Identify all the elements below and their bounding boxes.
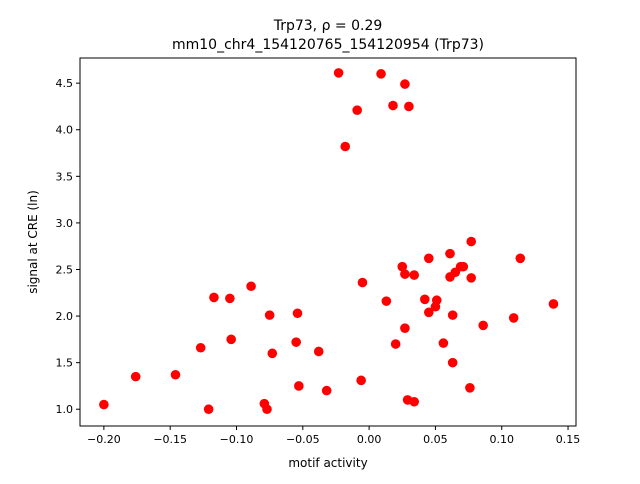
x-tick-label: 0.05 (423, 433, 448, 446)
x-tick-label: −0.20 (87, 433, 121, 446)
data-point (195, 342, 206, 353)
y-tick-label: 1.0 (56, 403, 74, 416)
data-point (430, 301, 441, 312)
data-point (340, 141, 351, 152)
data-point (438, 338, 449, 348)
data-point (170, 369, 181, 380)
data-point (400, 323, 410, 333)
y-tick-label: 2.0 (56, 310, 74, 323)
data-point (356, 375, 366, 386)
chart-title-line2: mm10_chr4_154120765_154120954 (Trp73) (172, 37, 484, 53)
data-point (445, 248, 455, 259)
data-point (203, 404, 214, 415)
data-point (292, 308, 303, 319)
data-point (267, 348, 278, 359)
data-point (352, 105, 362, 115)
y-tick-label: 4.0 (56, 124, 74, 137)
data-point (466, 236, 477, 247)
data-point (388, 100, 398, 111)
x-tick-label: −0.15 (153, 433, 187, 446)
data-point (423, 253, 434, 264)
data-point (404, 101, 414, 112)
y-tick-label: 3.5 (56, 170, 74, 183)
data-point (294, 381, 304, 391)
data-point (381, 296, 392, 306)
data-point (458, 261, 469, 272)
data-point (313, 346, 324, 357)
data-point (321, 385, 332, 396)
data-point (390, 339, 401, 349)
y-tick-label: 1.5 (56, 357, 74, 370)
data-point (376, 69, 386, 79)
data-point (409, 270, 420, 280)
y-tick-label: 4.5 (56, 77, 74, 90)
data-point (333, 68, 344, 78)
x-tick-label: −0.10 (220, 433, 254, 446)
x-tick-label: −0.05 (286, 433, 320, 446)
data-point (357, 277, 368, 288)
x-axis-label: motif activity (288, 456, 367, 470)
data-point (508, 313, 519, 323)
y-tick-label: 3.0 (56, 217, 74, 230)
data-point (246, 281, 256, 292)
x-tick-label: 0.15 (556, 433, 581, 446)
plot-frame (79, 57, 577, 427)
data-point (548, 299, 559, 309)
data-point (478, 320, 488, 331)
x-tick-label: 0.00 (357, 433, 382, 446)
data-point (447, 357, 458, 368)
data-point (226, 334, 236, 345)
y-axis-label: signal at CRE (ln) (26, 190, 40, 294)
data-point (466, 273, 477, 283)
data-point (397, 261, 408, 272)
data-point (400, 79, 410, 89)
data-point (423, 307, 434, 318)
data-point (291, 337, 301, 347)
data-point (99, 399, 109, 410)
data-point (515, 253, 526, 264)
data-point (262, 404, 272, 415)
data-point (264, 310, 275, 320)
y-tick-label: 2.5 (56, 263, 74, 276)
data-point (400, 269, 410, 279)
data-point (209, 292, 219, 303)
data-point (420, 294, 430, 305)
data-point (130, 371, 141, 382)
data-point (225, 293, 235, 304)
x-tick-label: 0.10 (489, 433, 514, 446)
data-point (409, 396, 420, 407)
data-point (447, 310, 458, 320)
data-point (465, 383, 475, 393)
chart-title-line1: Trp73, ρ = 0.29 (273, 18, 383, 34)
